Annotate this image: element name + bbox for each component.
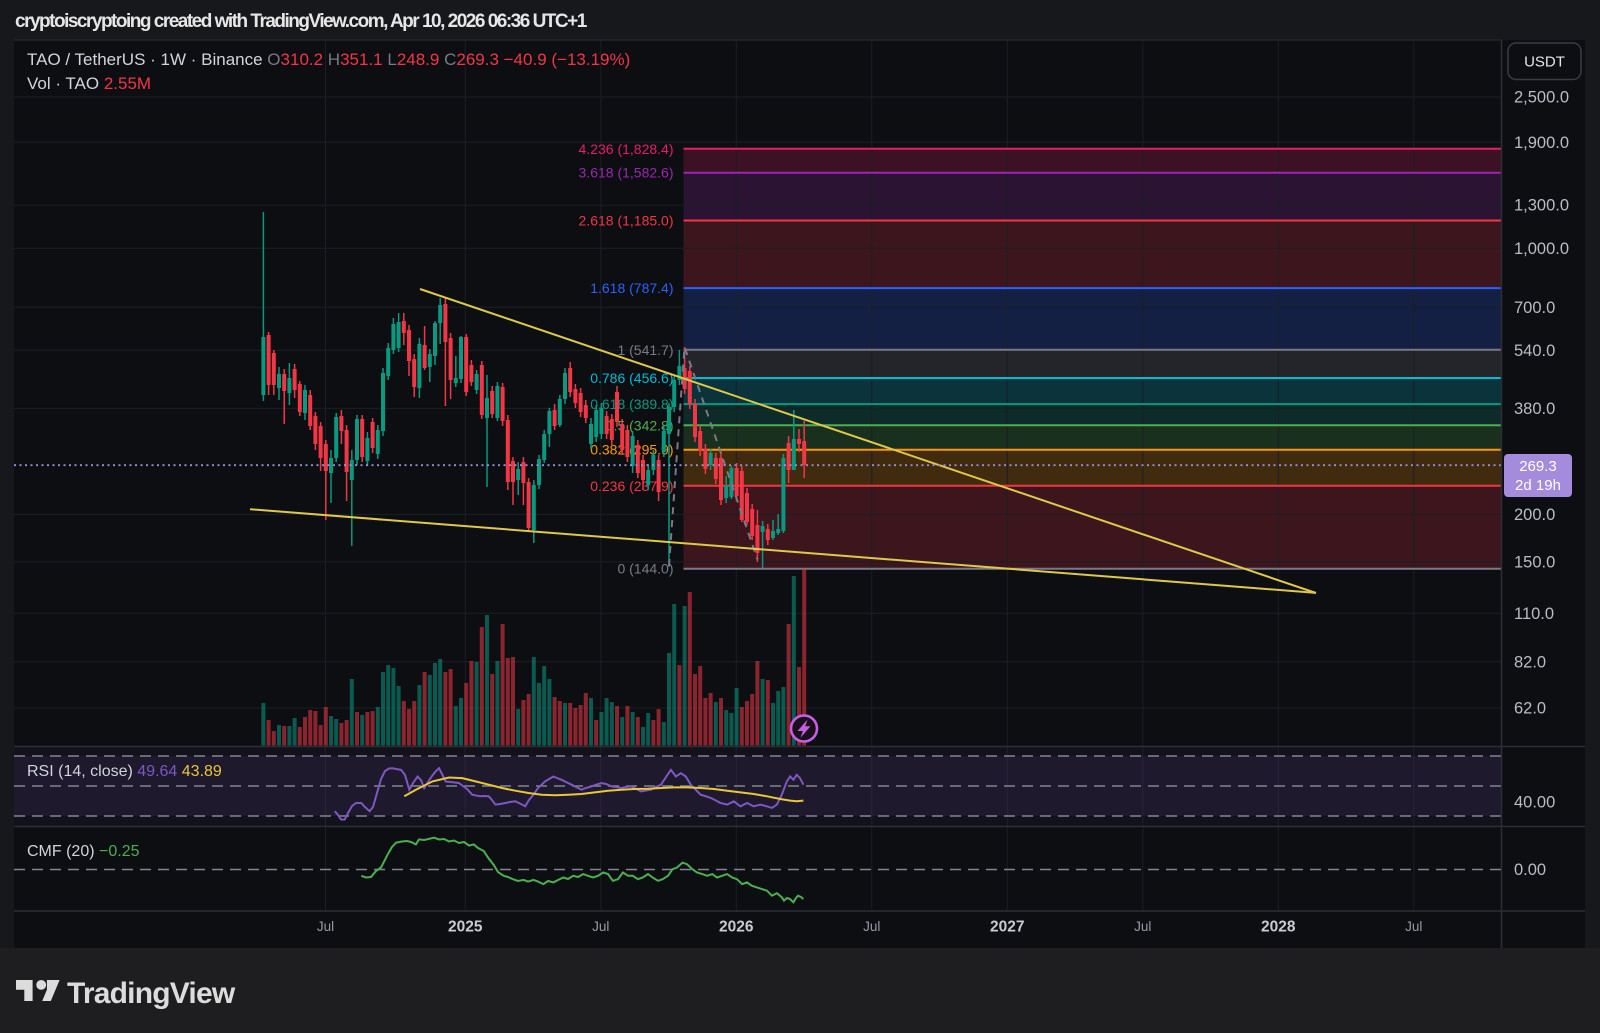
svg-text:Jul: Jul [1405,919,1422,934]
svg-text:RSI (14, close) 49.64 43.89: RSI (14, close) 49.64 43.89 [27,763,222,780]
svg-text:1,300.0: 1,300.0 [1514,197,1569,215]
svg-text:1,900.0: 1,900.0 [1514,134,1569,152]
svg-text:USDT: USDT [1524,54,1565,71]
svg-text:Jul: Jul [592,919,609,934]
svg-text:4.236 (1,828.4): 4.236 (1,828.4) [579,141,674,157]
svg-text:269.3: 269.3 [1519,458,1557,475]
svg-text:2,500.0: 2,500.0 [1514,89,1569,107]
svg-text:0.00: 0.00 [1514,861,1546,879]
svg-text:cryptoiscryptoing created with: cryptoiscryptoing created with TradingVi… [15,11,588,32]
svg-text:540.0: 540.0 [1514,342,1555,360]
svg-text:110.0: 110.0 [1514,605,1554,623]
svg-text:TradingView: TradingView [67,977,236,1010]
svg-text:380.0: 380.0 [1514,400,1555,418]
svg-text:0.786 (456.6): 0.786 (456.6) [590,370,673,386]
svg-text:700.0: 700.0 [1514,299,1555,317]
svg-text:1.618 (787.4): 1.618 (787.4) [590,280,673,296]
svg-text:Jul: Jul [863,919,880,934]
svg-text:2028: 2028 [1261,919,1296,936]
svg-text:2.618 (1,185.0): 2.618 (1,185.0) [579,213,674,229]
svg-text:Jul: Jul [317,919,334,934]
svg-text:150.0: 150.0 [1514,554,1555,572]
svg-text:Vol · TAO 2.55M: Vol · TAO 2.55M [27,74,151,93]
svg-text:0.236 (237.9): 0.236 (237.9) [590,478,673,494]
svg-text:2026: 2026 [719,919,754,936]
svg-text:40.00: 40.00 [1514,794,1555,812]
svg-text:2025: 2025 [448,919,483,936]
svg-text:2d 19h: 2d 19h [1515,477,1561,494]
svg-text:62.0: 62.0 [1514,700,1546,718]
svg-text:0 (144.0): 0 (144.0) [617,561,673,577]
svg-text:TAO / TetherUS · 1W · Binance: TAO / TetherUS · 1W · Binance O310.2 H35… [27,50,630,69]
svg-text:1,000.0: 1,000.0 [1514,240,1569,258]
svg-text:Jul: Jul [1134,919,1151,934]
svg-text:CMF (20) −0.25: CMF (20) −0.25 [27,843,140,860]
svg-text:0.618 (389.8): 0.618 (389.8) [590,396,673,412]
svg-text:1 (541.7): 1 (541.7) [617,342,673,358]
svg-text:200.0: 200.0 [1514,506,1555,524]
svg-text:3.618 (1,582.6): 3.618 (1,582.6) [579,165,674,181]
svg-text:82.0: 82.0 [1514,653,1546,671]
svg-text:2027: 2027 [990,919,1024,936]
